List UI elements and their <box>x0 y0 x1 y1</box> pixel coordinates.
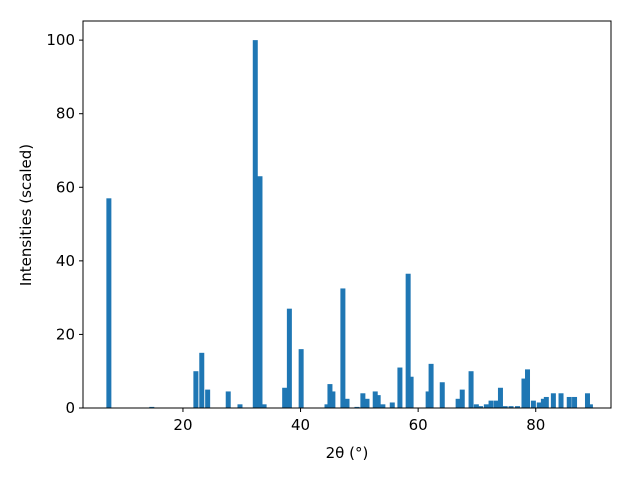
bar <box>530 400 536 408</box>
bar <box>477 406 483 408</box>
bar <box>543 396 549 408</box>
bar <box>468 371 474 408</box>
bar <box>324 404 330 408</box>
bar <box>375 395 381 408</box>
y-axis-label: Intensities (scaled) <box>17 144 35 286</box>
bar <box>372 391 378 408</box>
bar <box>344 398 350 408</box>
bar <box>497 387 503 408</box>
bar <box>298 349 304 408</box>
x-axis-label: 2θ (°) <box>326 444 369 462</box>
bar <box>327 384 333 408</box>
y-tick-label: 60 <box>56 178 75 196</box>
bar <box>261 404 267 408</box>
bar <box>397 367 403 408</box>
bar <box>380 404 386 408</box>
bar <box>572 396 578 408</box>
bar <box>364 398 370 408</box>
bar <box>106 198 112 408</box>
bar <box>587 404 593 408</box>
bar <box>237 404 243 408</box>
bar <box>455 398 461 408</box>
plot-frame <box>82 20 612 409</box>
bar <box>521 378 527 408</box>
bar <box>502 406 508 408</box>
bar <box>566 396 572 408</box>
bar <box>425 391 431 408</box>
bar <box>473 404 479 408</box>
bar <box>439 382 445 408</box>
bar <box>459 389 465 408</box>
bar <box>483 404 489 408</box>
y-tick-label: 20 <box>56 325 75 343</box>
bar <box>360 393 366 408</box>
bar <box>193 371 199 408</box>
bar <box>225 391 231 408</box>
bar <box>282 387 288 408</box>
bar <box>205 389 211 408</box>
bar <box>252 40 258 409</box>
bar <box>428 363 434 408</box>
bar <box>389 402 395 408</box>
x-tick-label: 20 <box>173 416 192 434</box>
y-tick-label: 100 <box>46 31 75 49</box>
bar <box>488 400 494 408</box>
bar <box>354 406 360 408</box>
bar <box>525 369 531 408</box>
bar <box>536 402 542 408</box>
bar <box>408 376 414 408</box>
bar <box>550 393 556 408</box>
x-tick-label: 60 <box>409 416 428 434</box>
bar <box>405 273 411 408</box>
bar <box>515 406 521 408</box>
x-tick-label: 80 <box>526 416 545 434</box>
bar <box>257 176 263 408</box>
y-tick-label: 0 <box>65 399 75 417</box>
bar <box>330 391 336 408</box>
bar <box>199 352 205 408</box>
bar <box>340 288 346 408</box>
bar <box>149 406 155 408</box>
bar <box>558 393 564 408</box>
bar <box>508 406 514 408</box>
bar <box>286 308 292 408</box>
bar <box>493 400 499 408</box>
x-tick-label: 40 <box>291 416 310 434</box>
bar <box>540 398 546 408</box>
bar <box>584 393 590 408</box>
y-tick-label: 40 <box>56 252 75 270</box>
y-tick-label: 80 <box>56 105 75 123</box>
